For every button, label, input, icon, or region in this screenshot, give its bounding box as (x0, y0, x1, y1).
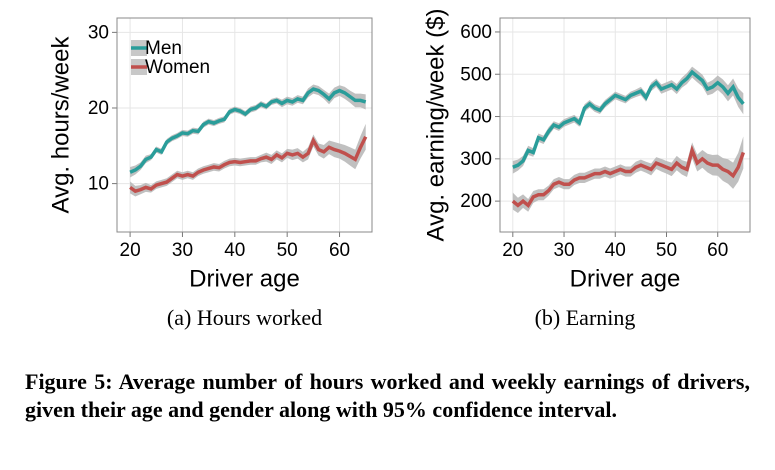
x-tick-label: 60 (707, 240, 728, 261)
panel-border (499, 17, 751, 233)
x-axis-title: Driver age (189, 265, 300, 292)
series-line (512, 69, 745, 169)
x-tick-label: 40 (224, 240, 245, 261)
confidence-band (130, 84, 366, 178)
x-tick-label: 50 (656, 240, 677, 261)
x-tick-label: 20 (120, 240, 141, 261)
x-tick-label: 30 (553, 240, 574, 261)
series-line (129, 135, 368, 194)
panel-border (116, 17, 373, 233)
legend-label: Women (145, 57, 210, 78)
x-tick-label: 30 (172, 240, 193, 261)
y-tick-label: 400 (460, 107, 492, 128)
plot-panel (117, 18, 372, 232)
series-line (511, 144, 745, 208)
x-tick-label: 20 (502, 240, 523, 261)
confidence-band (512, 136, 744, 213)
x-axis-title: Driver age (570, 265, 681, 292)
y-tick-label: 30 (88, 22, 109, 43)
legend-label: Men (145, 38, 182, 59)
y-tick-label: 600 (460, 22, 492, 43)
y-tick-label: 200 (460, 191, 492, 212)
y-tick-label: 20 (88, 98, 109, 119)
figure-caption: Figure 5: Average number of hours worked… (25, 369, 750, 422)
series-line (129, 87, 367, 174)
x-tick-label: 40 (605, 240, 626, 261)
y-axis-title: Avg. earning/week ($) (422, 8, 449, 241)
x-tick-label: 50 (277, 240, 298, 261)
subcaption: (b) Earning (535, 305, 636, 330)
x-tick-label: 60 (329, 240, 350, 261)
charts: 10 20 30 20 30 40 50 60 Driver age Avg. hours/wee… (47, 8, 751, 330)
y-tick-label: 500 (460, 64, 492, 85)
y-tick-label: 300 (460, 149, 492, 170)
y-axis-title: Avg. hours/week (47, 36, 74, 214)
subcaption: (a) Hours worked (167, 305, 322, 330)
y-tick-label: 10 (88, 174, 109, 195)
